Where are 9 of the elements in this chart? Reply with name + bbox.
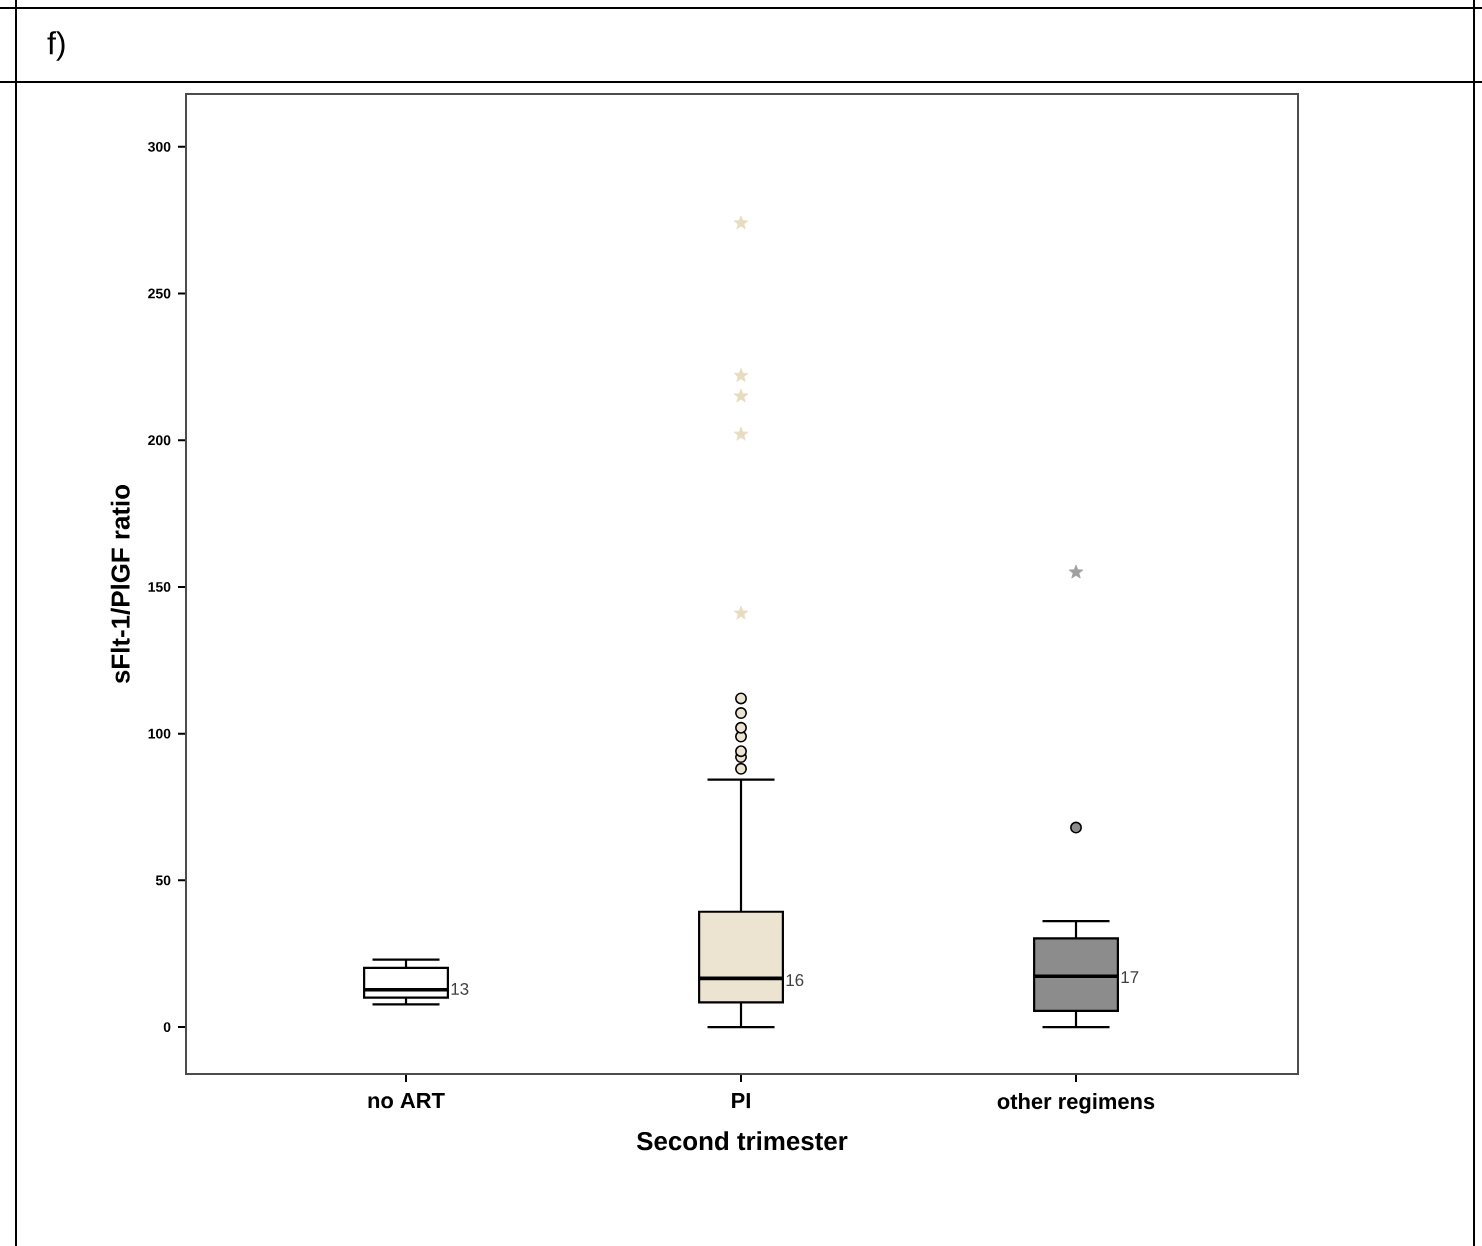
- chart-title: f): [47, 31, 65, 61]
- x-tick-label: no ART: [368, 1093, 445, 1109]
- annotation: 17: [1121, 971, 1139, 983]
- x-axis-title: Second trimester: [636, 1131, 848, 1151]
- annotation: 16: [786, 974, 804, 987]
- x-tick-label: other regimens: [997, 1093, 1155, 1114]
- x-tick-label: PI: [732, 1093, 750, 1109]
- annotation: 13: [451, 982, 469, 995]
- y-axis-title: sFlt-1/PlGF ratio: [110, 484, 131, 684]
